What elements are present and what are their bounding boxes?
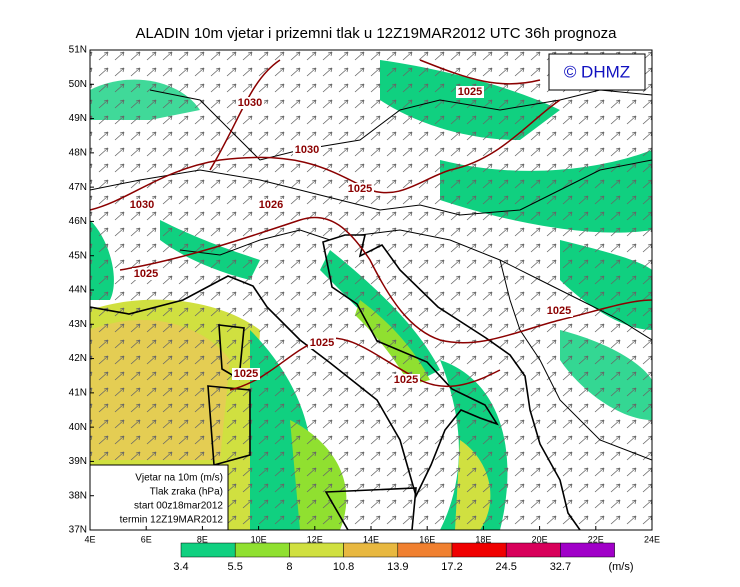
lon-label: 22E — [588, 534, 604, 544]
colorbar-swatch — [234, 542, 290, 558]
lat-label: 51N — [69, 45, 87, 56]
colorbar-swatch — [505, 542, 561, 558]
isobar-label-bg — [346, 183, 374, 195]
colorbar-label: 3.4 — [173, 561, 188, 573]
lat-label: 47N — [69, 182, 87, 193]
colorbar-swatch — [451, 542, 507, 558]
badge-box — [548, 53, 646, 91]
isobar-label-bg — [232, 368, 260, 380]
lat-label: 49N — [69, 113, 87, 124]
lon-label: 14E — [363, 534, 379, 544]
lat-label: 45N — [69, 250, 87, 261]
isobar-label: 1030 — [238, 97, 262, 109]
isobar-label-bg — [132, 268, 160, 280]
info-line: Tlak zraka (hPa) — [150, 487, 223, 498]
info-line: start 00z18mar2012 — [134, 501, 223, 512]
isobar-label-bg — [308, 337, 336, 349]
info-line: Vjetar na 10m (m/s) — [135, 473, 223, 484]
lon-label: 24E — [644, 534, 660, 544]
isobar-label-bg — [257, 199, 285, 211]
lat-label: 44N — [69, 285, 87, 296]
lon-label: 20E — [532, 534, 548, 544]
isobar-label-bg — [456, 86, 484, 98]
lat-label: 46N — [69, 216, 87, 227]
colorbar-label: 5.5 — [228, 561, 243, 573]
lat-label: 40N — [69, 422, 87, 433]
isobar-label-bg — [128, 199, 156, 211]
isobar-label-bg — [392, 374, 420, 386]
lon-label: 6E — [141, 534, 152, 544]
lat-label: 38N — [69, 490, 87, 501]
colorbar-label: 17.2 — [441, 561, 462, 573]
colorbar-swatch — [397, 542, 453, 558]
isobar-label: 1025 — [310, 337, 334, 349]
colorbar-unit: (m/s) — [608, 561, 633, 573]
isobar-label: 1026 — [259, 199, 283, 211]
lat-label: 42N — [69, 353, 87, 364]
colorbar-label: 8 — [286, 561, 292, 573]
colorbar-label: 32.7 — [550, 561, 571, 573]
lon-label: 10E — [251, 534, 267, 544]
lat-label: 41N — [69, 387, 87, 398]
colorbar-swatch — [180, 542, 236, 558]
lat-label: 37N — [69, 525, 87, 536]
lat-label: 39N — [69, 456, 87, 467]
colorbar-label: 13.9 — [387, 561, 408, 573]
isobar-label: 1025 — [547, 305, 571, 317]
colorbar-swatch — [343, 542, 399, 558]
map-title: ALADIN 10m vjetar i prizemni tlak u 12Z1… — [135, 25, 617, 42]
map-area — [90, 50, 652, 530]
lon-label: 4E — [84, 534, 95, 544]
lat-label: 48N — [69, 147, 87, 158]
info-lines: Vjetar na 10m (m/s) Tlak zraka (hPa) start… — [120, 473, 224, 526]
colorbar-label: 24.5 — [495, 561, 516, 573]
isobar-label-bg — [545, 305, 573, 317]
isobar-label: 1030 — [295, 144, 319, 156]
isobar-label: 1030 — [130, 199, 154, 211]
isobar-label: 1025 — [458, 86, 482, 98]
info-line: termin 12Z19MAR2012 — [120, 515, 224, 526]
isobar-label-bg — [293, 144, 321, 156]
lon-label: 12E — [307, 534, 323, 544]
lon-label: 8E — [197, 534, 208, 544]
colorbar-label: 10.8 — [333, 561, 354, 573]
isobar-label-bg — [236, 97, 264, 109]
info-box — [89, 464, 229, 531]
isobar-label: 1025 — [348, 183, 372, 195]
lon-label: 18E — [475, 534, 491, 544]
labels: 37N 38N 39N 40N 41N 42N 43N 44N 45N 46N 47N 48N 49N 5… — [69, 45, 660, 573]
isobar-label: 1025 — [394, 374, 418, 386]
colorbar-swatch — [560, 542, 615, 558]
lat-label: 50N — [69, 79, 87, 90]
lat-label: 43N — [69, 319, 87, 330]
isobar-label: 1025 — [134, 268, 158, 280]
badge: © DHMZ — [564, 62, 630, 81]
isobar-label: 1025 — [234, 368, 258, 380]
lon-label: 16E — [419, 534, 435, 544]
colorbar-swatch — [289, 542, 344, 558]
